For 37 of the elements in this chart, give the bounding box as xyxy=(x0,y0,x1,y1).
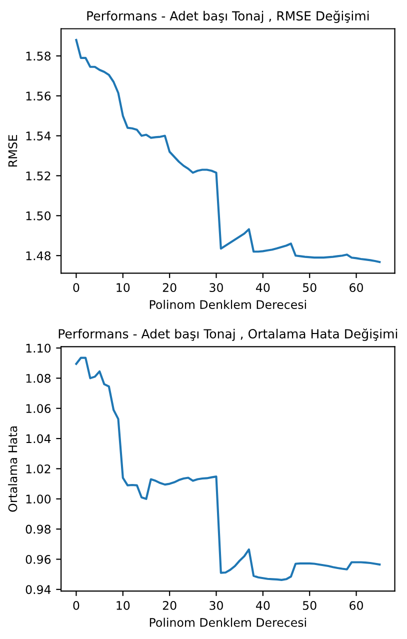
chart-title: Performans - Adet başı Tonaj , Ortalama Hata Değişimi xyxy=(58,328,398,341)
y-tick-label: 1.10 xyxy=(26,344,51,353)
y-tick-label: 1.06 xyxy=(26,404,51,414)
x-tick-label: 60 xyxy=(350,601,364,610)
x-tick-label: 20 xyxy=(162,283,176,292)
line-series xyxy=(75,356,381,581)
y-axis-title: Ortalama Hata xyxy=(8,426,18,512)
x-tick-label: 20 xyxy=(162,601,176,610)
y-tick-label: 1.08 xyxy=(26,374,51,383)
y-tick-label: 0.94 xyxy=(26,585,51,594)
x-tick-label: 0 xyxy=(73,601,80,610)
x-tick-label: 30 xyxy=(210,283,223,292)
line-series xyxy=(75,38,381,264)
y-tick-label: 1.02 xyxy=(26,464,50,474)
x-axis-title: Polinom Denklem Derecesi xyxy=(150,300,306,310)
x-axis-title: Polinom Denklem Derecesi xyxy=(150,618,306,627)
x-tick-label: 50 xyxy=(303,601,316,610)
x-tick-label: 10 xyxy=(116,601,130,610)
y-tick-label: 1.04 xyxy=(26,434,51,444)
x-tick-label: 10 xyxy=(116,283,130,292)
y-tick-label: 0.98 xyxy=(26,524,51,534)
y-tick-label: 1.00 xyxy=(26,494,51,504)
x-tick-label: 40 xyxy=(256,601,270,610)
y-tick-label: 1.48 xyxy=(26,251,51,260)
y-tick-label: 1.50 xyxy=(26,211,51,220)
chart-title: Performans - Adet başı Tonaj , RMSE Değişimi xyxy=(87,10,369,24)
y-axis-title: RMSE xyxy=(8,135,18,166)
x-tick-label: 60 xyxy=(350,283,364,292)
y-tick-label: 1.52 xyxy=(26,171,50,180)
y-tick-label: 1.58 xyxy=(26,52,51,61)
x-tick-label: 50 xyxy=(303,283,316,292)
x-tick-label: 0 xyxy=(73,283,80,292)
x-tick-label: 30 xyxy=(210,601,223,610)
x-tick-label: 40 xyxy=(256,283,270,292)
y-tick-label: 1.54 xyxy=(26,132,51,140)
y-tick-label: 0.96 xyxy=(26,554,51,564)
y-tick-label: 1.56 xyxy=(26,92,51,101)
